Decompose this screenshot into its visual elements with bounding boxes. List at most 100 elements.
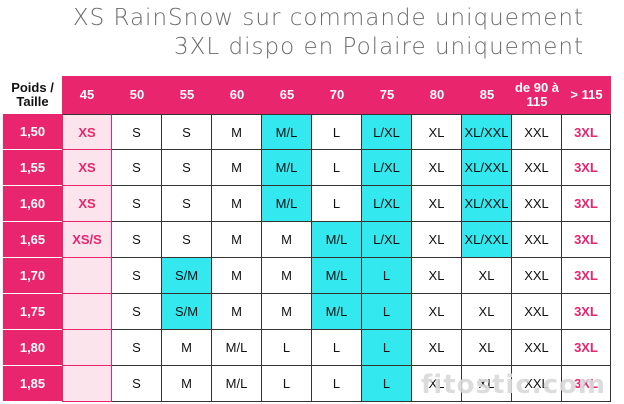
size-cell: XL [412, 222, 462, 258]
row-header-height: 1,60 [3, 186, 62, 222]
table-row: 1,75 S S/M M M M/L L XL XL XXL 3XL [3, 294, 611, 330]
size-cell: S [162, 150, 212, 186]
table-row: 1,85 S M M/L L L L XL XL XXL 3XL [3, 366, 611, 402]
header-notes: XS RainSnow sur commande uniquement 3XL … [73, 4, 584, 62]
size-cell: M/L [262, 150, 312, 186]
size-cell: XXL [512, 222, 562, 258]
size-cell: XL/XXL [462, 114, 512, 150]
size-cell: L/XL [362, 150, 412, 186]
size-cell: XL [462, 258, 512, 294]
size-cell: M/L [312, 294, 362, 330]
size-cell: L [262, 330, 312, 366]
size-cell: M/L [312, 258, 362, 294]
size-cell: XS [62, 186, 112, 222]
size-cell: 3XL [562, 294, 611, 330]
size-cell: L [362, 294, 412, 330]
col-header-55: 55 [162, 76, 212, 114]
size-cell: XXL [512, 114, 562, 150]
row-header-height: 1,85 [3, 366, 62, 402]
size-cell: XL [412, 114, 462, 150]
size-cell: XL [412, 366, 462, 402]
size-cell: M/L [212, 366, 262, 402]
col-header-70: 70 [312, 76, 362, 114]
size-cell: M/L [262, 114, 312, 150]
table-row: 1,70 S S/M M M M/L L XL XL XXL 3XL [3, 258, 611, 294]
size-cell: 3XL [562, 186, 611, 222]
table-body: 1,50 XS S S M M/L L L/XL XL XL/XXL XXL 3XL 1,55 XS S S M… [3, 114, 611, 402]
size-cell: M/L [212, 330, 262, 366]
size-cell: XXL [512, 330, 562, 366]
header-line-2: 3XL dispo en Polaire uniquement [174, 34, 584, 60]
col-header-60: 60 [212, 76, 262, 114]
size-cell: 3XL [562, 330, 611, 366]
size-cell: XL/XXL [462, 222, 512, 258]
size-cell: S/M [162, 258, 212, 294]
size-cell: M/L [312, 222, 362, 258]
size-cell: XXL [512, 150, 562, 186]
size-cell [62, 330, 112, 366]
row-header-height: 1,50 [3, 114, 62, 150]
size-cell: L/XL [362, 186, 412, 222]
row-header-height: 1,80 [3, 330, 62, 366]
col-header-65: 65 [262, 76, 312, 114]
row-header-height: 1,75 [3, 294, 62, 330]
size-cell: S [112, 186, 162, 222]
size-cell: M [162, 330, 212, 366]
header-line-1: XS RainSnow sur commande uniquement [72, 5, 584, 31]
size-cell: XXL [512, 366, 562, 402]
size-cell: L [312, 186, 362, 222]
size-cell: XXL [512, 294, 562, 330]
size-cell: 3XL [562, 366, 611, 402]
table-row: 1,80 S M M/L L L L XL XL XXL 3XL [3, 330, 611, 366]
col-header-90-115: de 90 à 115 [512, 76, 562, 114]
size-cell: XL [412, 186, 462, 222]
size-cell: S [112, 366, 162, 402]
size-cell: M [212, 258, 262, 294]
size-cell: M [212, 294, 262, 330]
corner-label: Poids / Taille [3, 76, 62, 114]
size-cell: XL [462, 294, 512, 330]
size-cell: M [162, 366, 212, 402]
size-cell: S [112, 258, 162, 294]
size-cell: S [112, 294, 162, 330]
size-cell: XL [412, 330, 462, 366]
col-header-85: 85 [462, 76, 512, 114]
table-row: 1,50 XS S S M M/L L L/XL XL XL/XXL XXL 3XL [3, 114, 611, 150]
size-cell: 3XL [562, 114, 611, 150]
size-cell: XXL [512, 186, 562, 222]
size-cell: S/M [162, 294, 212, 330]
col-header-75: 75 [362, 76, 412, 114]
row-header-height: 1,55 [3, 150, 62, 186]
size-chart-table: Poids / Taille 45 50 55 60 65 70 75 80 8… [3, 76, 611, 402]
size-cell: L [312, 330, 362, 366]
size-cell: L [362, 258, 412, 294]
size-cell: L/XL [362, 222, 412, 258]
col-header-45: 45 [62, 76, 112, 114]
size-cell: XL [412, 294, 462, 330]
size-cell: M [212, 114, 262, 150]
size-cell: XS [62, 114, 112, 150]
size-cell: S [162, 114, 212, 150]
size-cell: 3XL [562, 258, 611, 294]
size-cell: L [312, 150, 362, 186]
size-cell: S [112, 222, 162, 258]
size-cell: L [312, 366, 362, 402]
size-cell: L [312, 114, 362, 150]
size-cell: XL/XXL [462, 150, 512, 186]
size-cell: S [162, 186, 212, 222]
row-header-height: 1,70 [3, 258, 62, 294]
table-row: 1,60 XS S S M M/L L L/XL XL XL/XXL XXL 3XL [3, 186, 611, 222]
size-cell: L [262, 366, 312, 402]
col-header-80: 80 [412, 76, 462, 114]
row-header-height: 1,65 [3, 222, 62, 258]
header-row: Poids / Taille 45 50 55 60 65 70 75 80 8… [3, 76, 611, 114]
size-cell: XL [462, 366, 512, 402]
size-cell: XL [412, 150, 462, 186]
size-cell: S [112, 114, 162, 150]
table-row: 1,65 XS/S S S M M M/L L/XL XL XL/XXL XXL 3XL [3, 222, 611, 258]
size-cell: S [112, 150, 162, 186]
size-cell: M [212, 150, 262, 186]
size-cell: M [212, 186, 262, 222]
size-cell: 3XL [562, 222, 611, 258]
size-cell: S [112, 330, 162, 366]
